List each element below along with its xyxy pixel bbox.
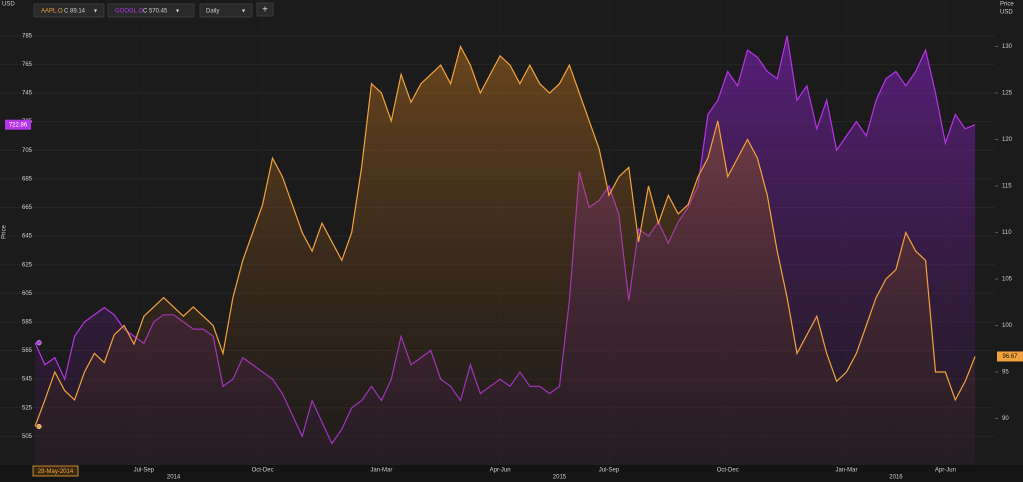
y2-tick-label: 110	[1002, 230, 1012, 236]
x-tick-label: Jan-Mar	[835, 468, 857, 474]
legend-name: AAPL.O	[41, 9, 63, 15]
y2-tick-label: 90	[1002, 416, 1009, 422]
last-value-box	[997, 351, 1023, 362]
y-tick-label: 685	[22, 176, 33, 182]
left-unit: USD	[2, 2, 15, 8]
add-label: +	[262, 5, 268, 16]
y2-tick-label: 95	[1002, 370, 1009, 376]
y-tick-label: 525	[22, 405, 33, 411]
x-tick-label: Apr-Jun	[935, 468, 956, 474]
y2-tick-label: 125	[1002, 91, 1013, 97]
y-tick-label: 605	[22, 291, 33, 297]
y2-tick-label: 130	[1002, 44, 1013, 50]
interval-select[interactable]: Daily ▾	[199, 3, 253, 18]
x-tick-label: Jan-Mar	[370, 468, 392, 474]
dropdown-arrow: ▾	[176, 9, 179, 15]
y-tick-label: 565	[22, 348, 33, 354]
last-value-label: 96.67	[1002, 354, 1018, 360]
x-tick-label: Oct-Dec	[252, 468, 274, 474]
y2-tick-label: 105	[1002, 277, 1013, 283]
y-tick-label: 765	[22, 62, 33, 68]
dropdown-arrow: ▾	[94, 9, 97, 15]
start-date-box	[32, 465, 79, 477]
y-tick-label: 705	[22, 148, 33, 154]
x-tick-label: Oct-Dec	[717, 468, 739, 474]
start-marker	[36, 423, 42, 430]
plot-area	[0, 35, 995, 466]
last-value-label: 722.86	[9, 122, 28, 128]
left-label: Price	[2, 225, 8, 239]
y-tick-label: 745	[22, 91, 33, 97]
y-tick-label: 625	[22, 262, 33, 268]
series-line	[34, 44, 976, 427]
y-tick-label: 585	[22, 320, 33, 326]
legend-name: GOOGL.O	[115, 9, 144, 15]
right-unit: USD	[1000, 10, 1013, 16]
y2-tick-label: 100	[1002, 323, 1013, 329]
right-label: Price	[1000, 2, 1014, 8]
y2-tick-label: 120	[1002, 137, 1013, 143]
legend-aapl[interactable]: AAPL.O C 89.14 ▾	[33, 3, 105, 18]
year-label: 2015	[553, 475, 567, 481]
legend-close: C 570.45	[143, 9, 168, 15]
y-tick-label: 505	[22, 434, 33, 440]
y2-tick-label: 115	[1002, 184, 1012, 190]
year-label: 2014	[167, 475, 181, 481]
x-axis-band	[0, 465, 1023, 482]
start-date: 28-May-2014	[38, 469, 74, 475]
year-label: 2016	[889, 475, 903, 481]
legend-close: C 89.14	[64, 9, 86, 15]
last-value-box	[5, 119, 31, 130]
interval-label: Daily	[206, 9, 219, 15]
legend-googl[interactable]: GOOGL.O C 570.45 ▾	[107, 3, 195, 18]
y-tick-label: 785	[22, 33, 33, 39]
start-marker	[36, 340, 42, 346]
x-tick-label: Jul-Sep	[599, 468, 620, 474]
y-tick-label: 645	[22, 234, 33, 240]
x-tick-label: Apr-Jun	[490, 468, 511, 474]
y-tick-label: 545	[22, 377, 33, 383]
dropdown-arrow: ▾	[242, 9, 245, 15]
x-tick-label: Jul-Sep	[134, 468, 155, 474]
y-tick-label: 665	[22, 205, 33, 211]
series-area	[35, 46, 976, 465]
add-button[interactable]: +	[256, 2, 274, 17]
